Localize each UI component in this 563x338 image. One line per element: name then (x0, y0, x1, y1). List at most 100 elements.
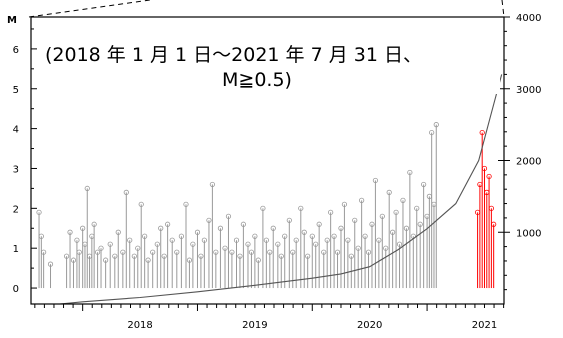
magnitude-point-0-14 (91, 221, 97, 227)
magnitude-point-0-48 (225, 213, 232, 219)
magnitude-point-0-9 (80, 225, 86, 231)
left-tick-label-0: 0 (13, 284, 19, 295)
magnitude-point-0-85 (362, 233, 368, 239)
magnitude-point-0-22 (123, 189, 129, 195)
magnitude-point-0-29 (150, 249, 156, 255)
period-label-line1: (2018 年 1 月 1 日～2021 年 7 月 31 日、 (45, 44, 422, 66)
magnitude-point-0-78 (338, 225, 344, 231)
magnitude-point-0-62 (278, 253, 284, 259)
magnitude-point-1-6 (488, 205, 494, 211)
left-tick-label-5: 5 (13, 85, 19, 96)
magnitude-point-0-57 (260, 205, 266, 211)
magnitude-point-0-96 (400, 197, 406, 203)
magnitude-point-0-59 (267, 249, 273, 255)
magnitude-point-0-0 (36, 209, 42, 215)
magnitude-point-0-74 (324, 237, 330, 243)
magnitude-point-0-73 (321, 249, 327, 255)
magnitude-point-0-31 (158, 225, 164, 231)
magnitude-point-0-4 (63, 253, 70, 259)
magnitude-point-0-95 (396, 241, 403, 247)
left-tick-label-6: 6 (13, 45, 19, 56)
magnitude-point-0-49 (229, 249, 235, 255)
magnitude-point-0-38 (186, 257, 193, 263)
year-label-1: 2019 (242, 320, 267, 331)
magnitude-point-0-46 (217, 225, 224, 231)
magnitude-point-0-5 (67, 229, 73, 235)
year-label-2: 2020 (357, 320, 382, 331)
cumulative-count-path (59, 74, 503, 305)
magnitude-point-0-55 (252, 233, 258, 239)
magnitude-point-0-21 (120, 249, 126, 255)
magnitude-point-1-3 (481, 165, 488, 172)
magnitude-point-0-94 (393, 209, 399, 215)
magnitude-point-0-35 (174, 249, 180, 255)
magnitude-point-0-58 (263, 237, 269, 243)
magnitude-point-0-98 (407, 169, 413, 176)
magnitude-point-0-18 (107, 241, 113, 247)
y-axis-title: M (7, 15, 17, 26)
bottom-axis: 2018 2019 2020 2021 (34, 304, 505, 331)
right-tick-label-3: 4000 (516, 13, 541, 24)
magnitude-point-0-70 (309, 233, 315, 239)
magnitude-point-0-41 (198, 253, 204, 259)
magnitude-point-0-82 (352, 217, 358, 223)
magnitude-point-0-72 (316, 221, 322, 227)
magnitude-point-0-90 (379, 213, 385, 219)
magnitude-point-0-40 (194, 229, 201, 235)
magnitude-point-0-86 (365, 249, 372, 255)
magnitude-point-0-8 (76, 249, 82, 255)
magnitude-point-0-44 (209, 181, 215, 188)
year-label-3: 2021 (472, 320, 497, 331)
magnitude-point-0-69 (305, 253, 311, 259)
magnitude-point-0-1 (38, 233, 44, 239)
magnitude-point-0-53 (245, 241, 251, 247)
magnitude-point-0-51 (237, 253, 243, 259)
magnitude-point-0-91 (383, 245, 389, 251)
magnitude-point-0-66 (293, 237, 299, 243)
magnitude-point-0-61 (275, 241, 281, 247)
magnitude-point-0-26 (138, 201, 144, 207)
period-label-background (40, 36, 500, 94)
magnitude-point-0-7 (74, 237, 80, 243)
magnitude-point-0-27 (142, 233, 148, 239)
magnitude-point-0-3 (47, 261, 54, 267)
magnitude-point-0-28 (145, 257, 151, 263)
magnitude-point-0-50 (233, 237, 240, 243)
magnitude-point-0-33 (165, 221, 171, 227)
magnitude-point-0-6 (70, 257, 77, 263)
magnitude-point-0-34 (169, 237, 175, 243)
cumulative-count-line (59, 74, 503, 305)
magnitude-point-0-71 (313, 241, 319, 247)
magnitude-point-0-107 (433, 122, 439, 128)
magnitude-point-0-2 (41, 249, 47, 255)
magnitude-point-0-64 (286, 217, 292, 223)
magnitude-point-0-25 (135, 245, 141, 251)
magnitude-point-0-87 (369, 221, 375, 227)
magnitude-point-0-36 (178, 233, 184, 239)
magnitude-point-0-37 (183, 201, 189, 207)
magnitude-point-0-75 (328, 209, 334, 215)
magnitude-point-0-100 (414, 205, 420, 211)
magnitude-point-1-2 (479, 129, 485, 136)
magnitude-point-0-79 (341, 201, 348, 207)
magnitude-point-0-77 (334, 249, 341, 255)
magnitude-point-0-15 (94, 249, 101, 255)
magnitude-point-0-63 (282, 233, 288, 239)
inset-dashed-line-right (501, 0, 505, 18)
magnitude-point-0-52 (240, 221, 246, 227)
magnitude-point-0-88 (372, 177, 379, 184)
magnitude-point-0-11 (84, 185, 90, 192)
magnitude-point-0-45 (213, 249, 219, 255)
magnitude-point-0-81 (348, 253, 354, 259)
year-label-0: 2018 (127, 320, 152, 331)
magnitude-point-0-30 (154, 241, 160, 247)
magnitude-point-0-68 (301, 229, 307, 235)
magnitude-point-0-67 (298, 205, 304, 211)
magnitude-point-0-47 (222, 245, 228, 251)
magnitude-point-0-24 (131, 253, 137, 259)
left-tick-label-2: 2 (13, 204, 19, 215)
magnitude-point-0-76 (331, 233, 337, 239)
right-tick-label-0: 1000 (516, 228, 541, 239)
magnitude-point-0-17 (103, 257, 109, 263)
magnitude-point-0-19 (112, 253, 118, 259)
